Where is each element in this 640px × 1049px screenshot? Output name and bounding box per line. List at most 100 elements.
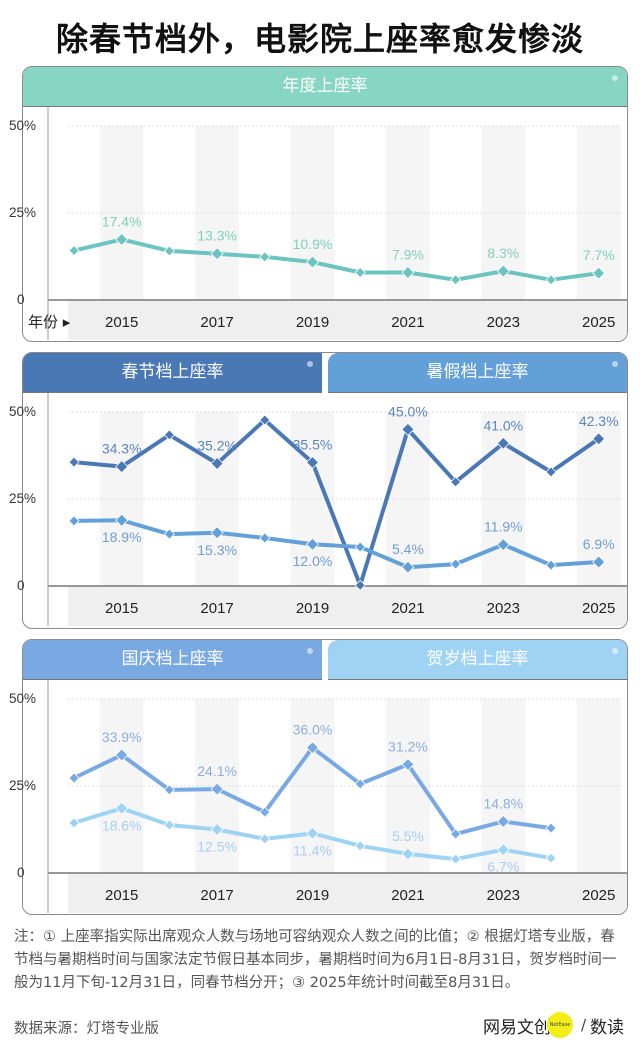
national-newyear-occupancy-chart: 2015 2017 2019 2021 2023 2025 33.9% 24.1% 36.0% 3… [47,680,627,913]
data-point-marker [115,801,129,815]
data-label: 31.2% [388,738,428,754]
data-label: 42.3% [579,413,619,429]
x-tick-label: 2025 [582,887,615,904]
data-point-marker [163,784,175,796]
data-point-marker [305,455,320,470]
tab-label: 暑假档上座率 [426,362,529,382]
data-label: 36.0% [293,722,333,738]
dot-icon [612,75,618,81]
tab-spring-festival: 春节档上座率 [23,353,322,393]
data-point-marker [545,466,557,478]
data-label: 6.7% [487,859,519,875]
data-point-marker [496,264,510,278]
dot-icon [612,361,618,367]
data-point-marker [210,822,224,837]
data-point-marker [259,251,271,263]
x-tick-label: 2019 [296,314,329,331]
data-point-marker [68,515,80,527]
data-source: 数据来源：灯塔专业版 [14,1021,159,1037]
spring-summer-occupancy-chart: 2015 2017 2019 2021 2023 2025 34.3% 35.2% 35.5% 4… [47,393,627,626]
data-point-marker [496,814,510,829]
data-point-marker [259,833,271,845]
data-label: 8.3% [487,245,519,261]
data-label: 12.0% [293,553,333,569]
tab-new-year: 贺岁档上座率 [328,640,627,680]
logo-column: 数读 [590,1017,624,1038]
x-tick-label: 2025 [582,600,615,617]
x-tick-label: 2023 [487,600,520,617]
x-tick-label: 2021 [391,600,424,617]
data-point-marker [115,460,129,474]
data-point-marker [68,772,80,784]
x-axis-band [68,873,627,913]
data-point-marker [545,559,557,571]
national-newyear-occupancy-panel: 国庆档上座率 贺岁档上座率 2015 2017 2019 2021 2023 2025 33… [22,639,628,915]
data-point-marker [115,748,129,762]
data-point-marker [545,274,557,286]
data-label: 24.1% [197,763,237,779]
data-label: 18.6% [102,817,142,833]
data-point-marker [115,232,129,247]
data-point-marker [401,265,415,280]
tab-label: 年度上座率 [282,76,368,96]
data-point-marker [68,245,80,257]
x-tick-label: 2023 [487,887,520,904]
data-label: 7.7% [583,247,615,263]
data-point-marker [354,541,366,553]
tab-label: 国庆档上座率 [121,649,224,669]
data-point-marker [163,245,175,257]
data-point-marker [68,817,80,829]
tab-label: 春节档上座率 [121,362,224,382]
netease-badge-icon: NetEase [546,1012,573,1038]
data-point-marker [354,840,366,852]
x-tick-label: 2017 [200,887,233,904]
data-label: 13.3% [197,228,237,244]
tab-annual-occupancy: 年度上座率 [23,67,627,107]
data-point-marker [210,247,224,261]
data-point-marker [210,526,224,540]
x-tick-label: 2021 [391,314,424,331]
data-point-marker [592,555,606,569]
data-point-marker [259,806,271,818]
data-label: 5.5% [392,828,424,844]
data-point-marker [401,422,415,436]
dot-icon [307,648,313,654]
data-point-marker [496,843,510,857]
data-label: 11.4% [293,842,332,858]
x-tick-label: 2019 [296,600,329,617]
data-point-marker [305,255,320,269]
data-point-marker [592,432,606,446]
data-label: 12.5% [197,839,237,855]
data-point-marker [401,560,415,574]
publisher-logo: 网易文创 NetEase / 数读 [483,1010,624,1040]
data-point-marker [401,847,415,861]
data-label: 14.8% [483,795,523,811]
data-label: 35.5% [293,436,333,452]
data-point-marker [305,826,320,840]
data-label: 18.9% [102,529,142,545]
data-point-marker [68,456,80,468]
x-axis-band [68,300,627,340]
data-point-marker [450,476,462,488]
data-point-marker [354,579,366,591]
footnotes: 注：① 上座率指实际出席观众人数与场地可容纳观众人数之间的比值；② 根据灯塔专业… [14,929,617,991]
data-point-marker [450,558,462,570]
data-point-marker [163,528,175,540]
x-tick-label: 2025 [582,314,615,331]
data-point-marker [210,456,224,471]
series-line [73,518,599,570]
tab-national-day: 国庆档上座率 [23,640,322,680]
data-label: 17.4% [102,213,142,229]
data-point-marker [305,741,320,755]
series-line [73,418,600,588]
data-label: 33.9% [102,729,142,745]
data-point-marker [401,757,415,771]
data-point-marker [450,853,462,865]
data-point-marker [163,429,175,441]
page-title: 除春节档外，电影院上座率愈发惨淡 [55,20,584,58]
data-label: 41.0% [483,417,523,433]
data-label: 5.4% [392,541,424,557]
data-point-marker [545,822,557,834]
data-point-marker [115,513,129,527]
x-tick-label: 2017 [200,600,233,617]
